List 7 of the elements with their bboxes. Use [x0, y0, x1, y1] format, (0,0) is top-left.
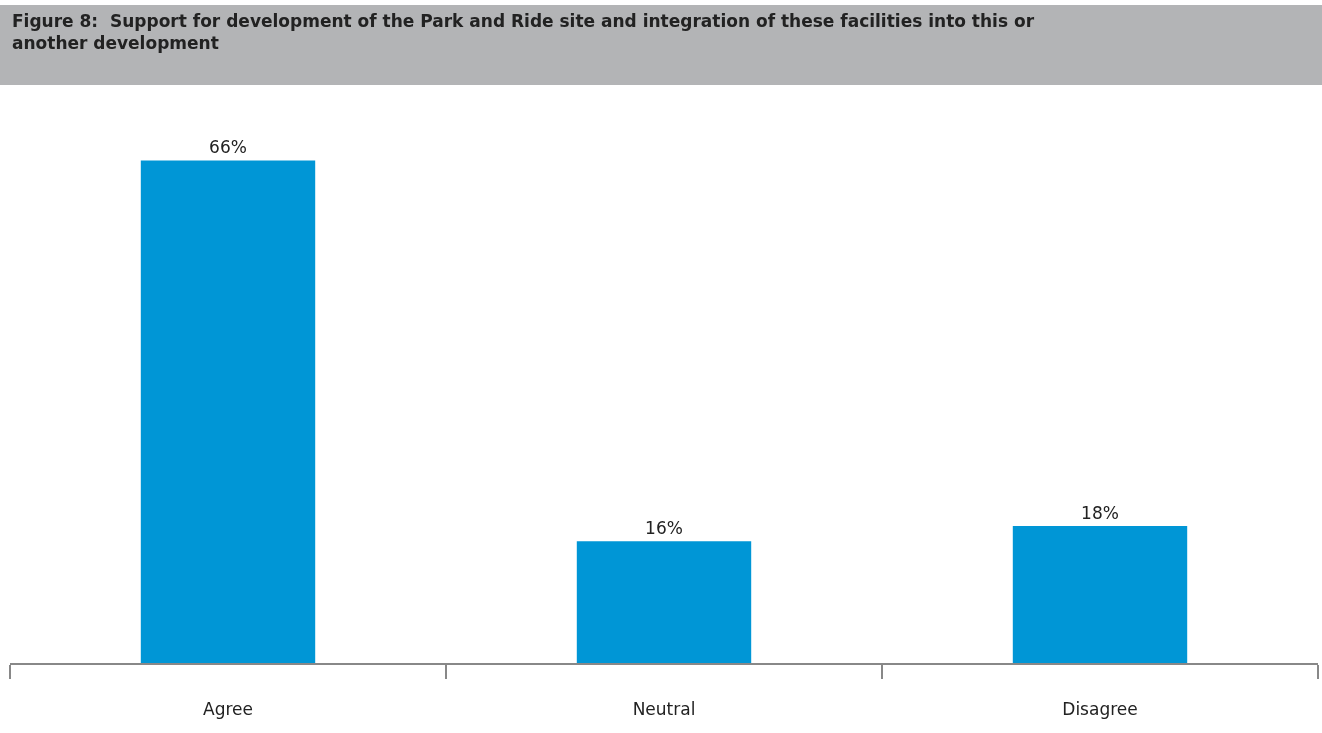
data-label: 66% — [209, 137, 247, 158]
data-label: 18% — [1081, 502, 1119, 523]
x-tick-label: Disagree — [1062, 699, 1138, 720]
chart-title: Figure 8: Support for development of the Park and Ride site and integration of these facilities into this or another development — [12, 11, 1035, 54]
x-tick-label: Agree — [203, 699, 253, 720]
x-tick-label: Neutral — [632, 699, 696, 720]
data-label: 16% — [645, 518, 683, 539]
